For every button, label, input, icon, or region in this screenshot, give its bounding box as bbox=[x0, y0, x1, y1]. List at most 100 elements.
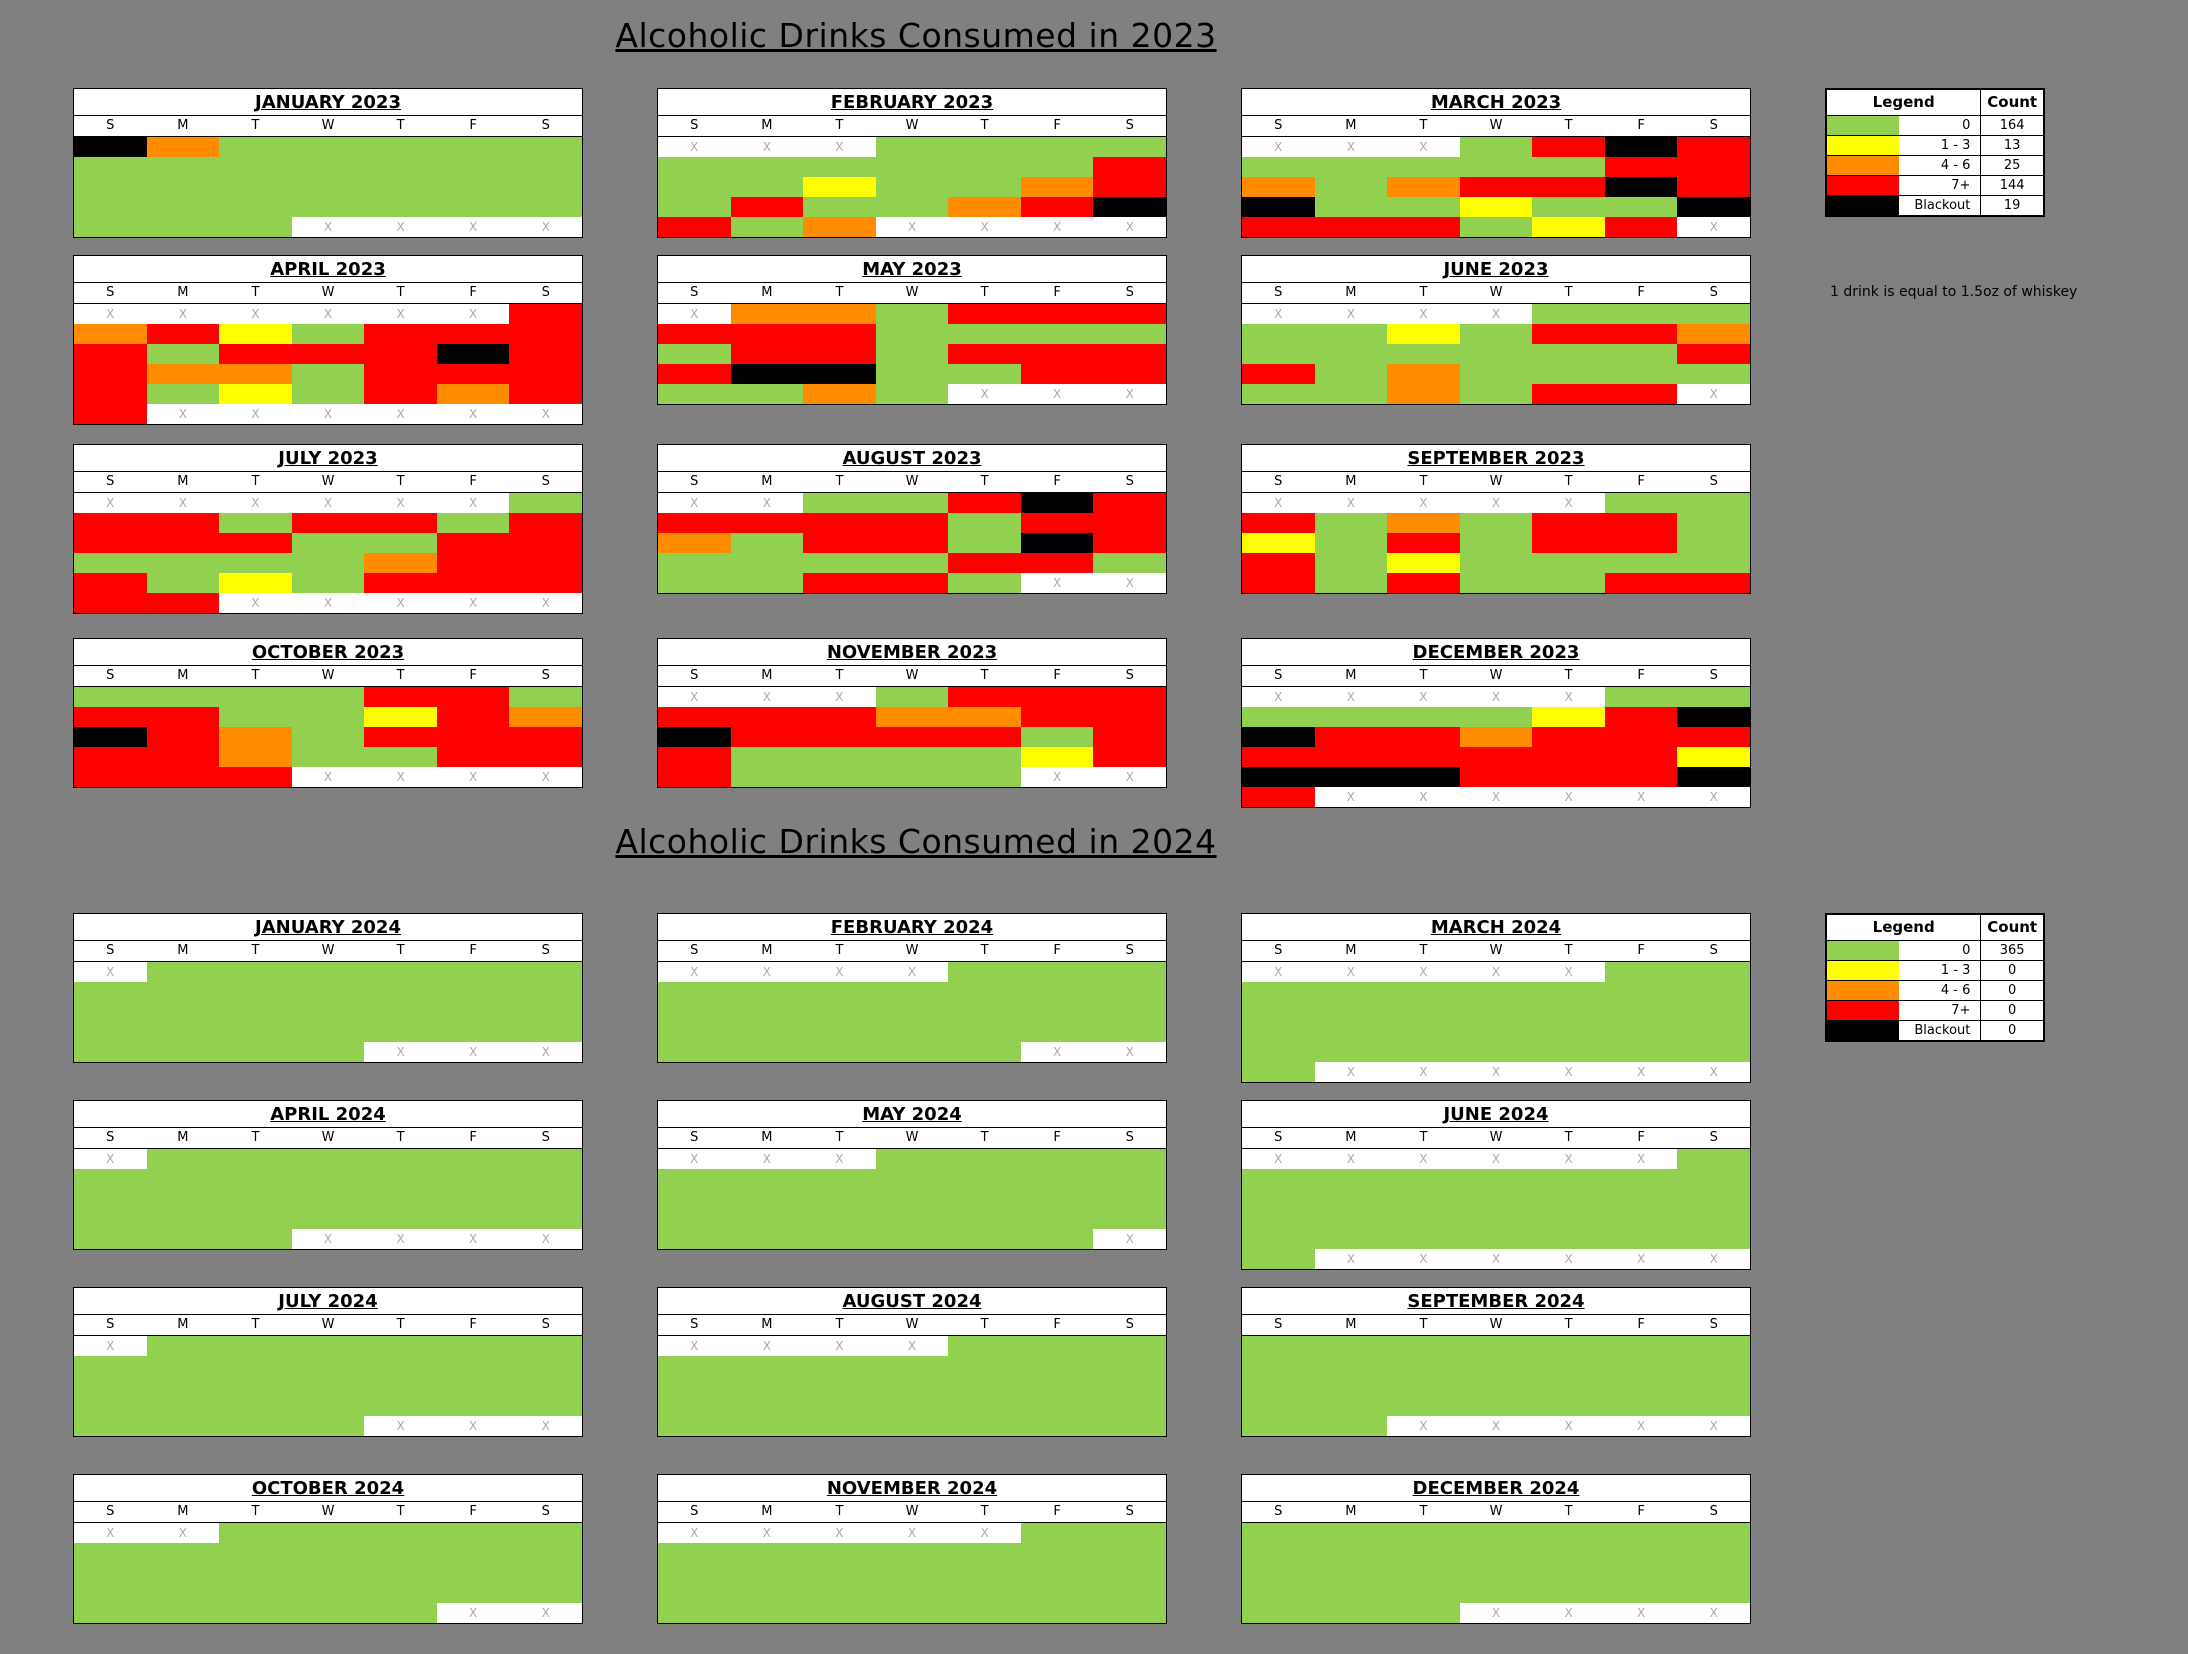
day-cell bbox=[1459, 1022, 1533, 1042]
day-cell bbox=[1242, 1543, 1315, 1563]
month-title: MAY 2023 bbox=[658, 256, 1166, 283]
day-cell bbox=[146, 1149, 220, 1169]
day-cell bbox=[658, 157, 731, 177]
day-cell-empty: X bbox=[509, 1042, 582, 1062]
day-cell bbox=[74, 1169, 147, 1189]
day-cell bbox=[219, 1583, 292, 1603]
day-cell bbox=[1387, 324, 1460, 344]
day-cell bbox=[509, 962, 582, 982]
day-cell bbox=[364, 1169, 437, 1189]
weekday-label: F bbox=[1053, 474, 1061, 489]
day-cell-empty: X bbox=[1532, 687, 1605, 707]
day-cell bbox=[1387, 1396, 1460, 1416]
day-cell bbox=[1677, 1229, 1750, 1249]
day-cell bbox=[1604, 513, 1678, 533]
day-cell bbox=[291, 573, 365, 593]
day-cell bbox=[1532, 767, 1605, 787]
day-cell bbox=[1604, 573, 1678, 593]
day-cell-empty: X bbox=[875, 217, 949, 237]
day-cell bbox=[509, 1356, 582, 1376]
day-cell bbox=[364, 1523, 437, 1543]
day-cell bbox=[875, 1543, 949, 1563]
day-cell bbox=[1677, 1149, 1750, 1169]
month-calendar: JULY 2023 S M T W T F S X X X X X X X X X X X bbox=[73, 444, 583, 614]
day-cell bbox=[146, 687, 220, 707]
day-cell bbox=[1242, 767, 1315, 787]
day-cell bbox=[730, 1229, 804, 1249]
legend-count-title: Count bbox=[1980, 914, 2044, 941]
day-cell bbox=[658, 1022, 731, 1042]
day-cell bbox=[658, 1189, 731, 1209]
weekday-label: M bbox=[177, 474, 189, 489]
day-cell bbox=[1020, 493, 1094, 513]
legend-label: 7+ bbox=[1899, 175, 1982, 196]
day-cell bbox=[219, 1416, 292, 1436]
day-cell bbox=[74, 553, 147, 573]
day-cell bbox=[74, 1022, 147, 1042]
day-cell bbox=[291, 1042, 365, 1062]
day-cell bbox=[1459, 553, 1533, 573]
day-cell bbox=[1532, 1563, 1605, 1583]
day-cell-empty: X bbox=[1459, 1416, 1533, 1436]
day-cell-empty: X bbox=[364, 767, 437, 787]
day-cell-empty: X bbox=[1604, 1149, 1678, 1169]
weekday-label: M bbox=[761, 1130, 773, 1145]
month-calendar: OCTOBER 2024 S M T W T F S X X X X bbox=[73, 1474, 583, 1624]
day-cell bbox=[803, 197, 876, 217]
weekday-label: M bbox=[177, 1317, 189, 1332]
day-cell bbox=[1242, 982, 1315, 1002]
day-cell bbox=[658, 553, 731, 573]
day-cell bbox=[1242, 384, 1315, 404]
legend-label: 0 bbox=[1899, 940, 1982, 961]
day-cell bbox=[948, 747, 1021, 767]
weekday-label: F bbox=[469, 118, 477, 133]
month-calendar: SEPTEMBER 2024 S M T W T F S X X X X X bbox=[1241, 1287, 1751, 1437]
day-cell-empty: X bbox=[1387, 1249, 1460, 1269]
day-cell bbox=[1677, 1563, 1750, 1583]
day-cell bbox=[146, 1603, 220, 1623]
day-cell bbox=[74, 1042, 147, 1062]
day-cell bbox=[1677, 1022, 1750, 1042]
day-cell bbox=[364, 1189, 437, 1209]
weekday-label: S bbox=[1125, 285, 1134, 300]
legend-label: 1 - 3 bbox=[1899, 960, 1982, 981]
day-cell bbox=[436, 513, 510, 533]
weekday-label: S bbox=[541, 1130, 550, 1145]
day-cell bbox=[875, 513, 949, 533]
weekday-label: F bbox=[1637, 1130, 1645, 1145]
day-cell bbox=[219, 1209, 292, 1229]
day-cell bbox=[74, 687, 147, 707]
day-cell bbox=[1387, 197, 1460, 217]
day-cell bbox=[1242, 513, 1315, 533]
day-cell-empty: X bbox=[1677, 1416, 1750, 1436]
day-cell-empty: X bbox=[1093, 573, 1166, 593]
day-cell bbox=[658, 1416, 731, 1436]
day-cell-empty: X bbox=[364, 1416, 437, 1436]
day-cell bbox=[1387, 217, 1460, 237]
day-cell bbox=[948, 1563, 1021, 1583]
day-cell bbox=[291, 1583, 365, 1603]
weekday-label: M bbox=[1345, 1504, 1357, 1519]
day-cell bbox=[1093, 324, 1166, 344]
day-cell-empty: X bbox=[509, 404, 582, 424]
day-cell bbox=[146, 1042, 220, 1062]
day-cell bbox=[219, 157, 292, 177]
day-cell bbox=[1677, 1583, 1750, 1603]
day-cell bbox=[658, 1376, 731, 1396]
day-cell-empty: X bbox=[1532, 493, 1605, 513]
weekday-label: S bbox=[1274, 1317, 1283, 1332]
day-cell bbox=[803, 344, 876, 364]
day-cell-empty: X bbox=[74, 493, 147, 513]
day-cell bbox=[875, 1002, 949, 1022]
day-cell bbox=[1459, 324, 1533, 344]
weekday-label: T bbox=[980, 474, 989, 489]
day-cell bbox=[658, 573, 731, 593]
weekday-label: S bbox=[1274, 943, 1283, 958]
day-cell bbox=[1677, 344, 1750, 364]
weekday-label: T bbox=[251, 1504, 260, 1519]
day-cell bbox=[1387, 344, 1460, 364]
day-cell bbox=[219, 1169, 292, 1189]
